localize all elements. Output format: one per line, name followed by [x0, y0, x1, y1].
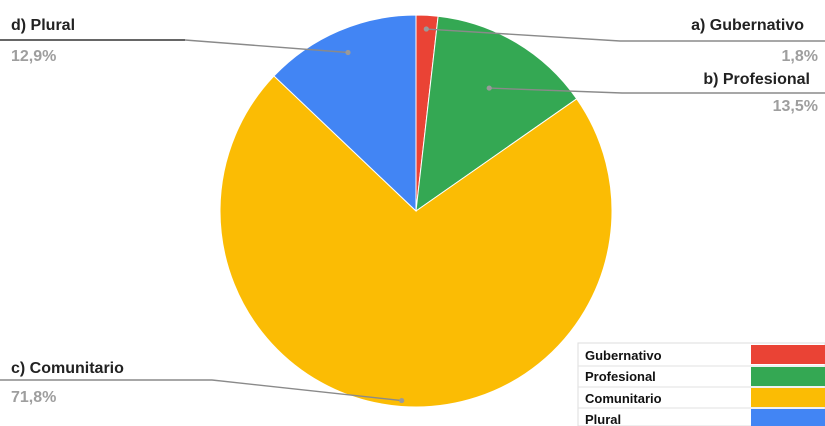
- callout-line-gubernativo: [426, 28, 825, 42]
- pie-slice-comunitario: [219, 75, 613, 408]
- value-comunitario: 71,8%: [11, 389, 56, 406]
- value-plural: 12,9%: [11, 48, 56, 65]
- callout-lines: [0, 26, 825, 404]
- pie-slices: [219, 14, 613, 408]
- pie-slice-plural: [273, 14, 417, 213]
- legend-label-gubernativo: Gubernativo: [585, 348, 662, 363]
- label-plural: d) Plural: [11, 17, 75, 34]
- value-profesional: 13,5%: [773, 98, 818, 115]
- callout-dot-profesional: [486, 85, 492, 91]
- callout-dot-plural: [345, 49, 351, 56]
- legend-swatch-profesional: [751, 367, 825, 386]
- legend-swatch-plural: [751, 409, 825, 426]
- label-comunitario: c) Comunitario: [11, 360, 124, 377]
- callout-line-profesional: [489, 87, 825, 94]
- legend-label-comunitario: Comunitario: [585, 391, 662, 406]
- legend-label-profesional: Profesional: [585, 369, 656, 384]
- callout-dot-gubernativo: [423, 26, 429, 32]
- legend: Gubernativo Profesional Comunitario Plur…: [577, 342, 825, 426]
- label-profesional: b) Profesional: [703, 71, 810, 88]
- callout-dot-comunitario: [399, 397, 405, 404]
- pie-slice-profesional: [415, 15, 578, 213]
- value-gubernativo: 1,8%: [782, 48, 818, 65]
- callout-line-comunitario: [0, 379, 402, 402]
- legend-swatch-gubernativo: [751, 345, 825, 364]
- legend-label-plural: Plural: [585, 412, 621, 426]
- legend-swatch-comunitario: [751, 388, 825, 407]
- label-gubernativo: a) Gubernativo: [691, 17, 804, 34]
